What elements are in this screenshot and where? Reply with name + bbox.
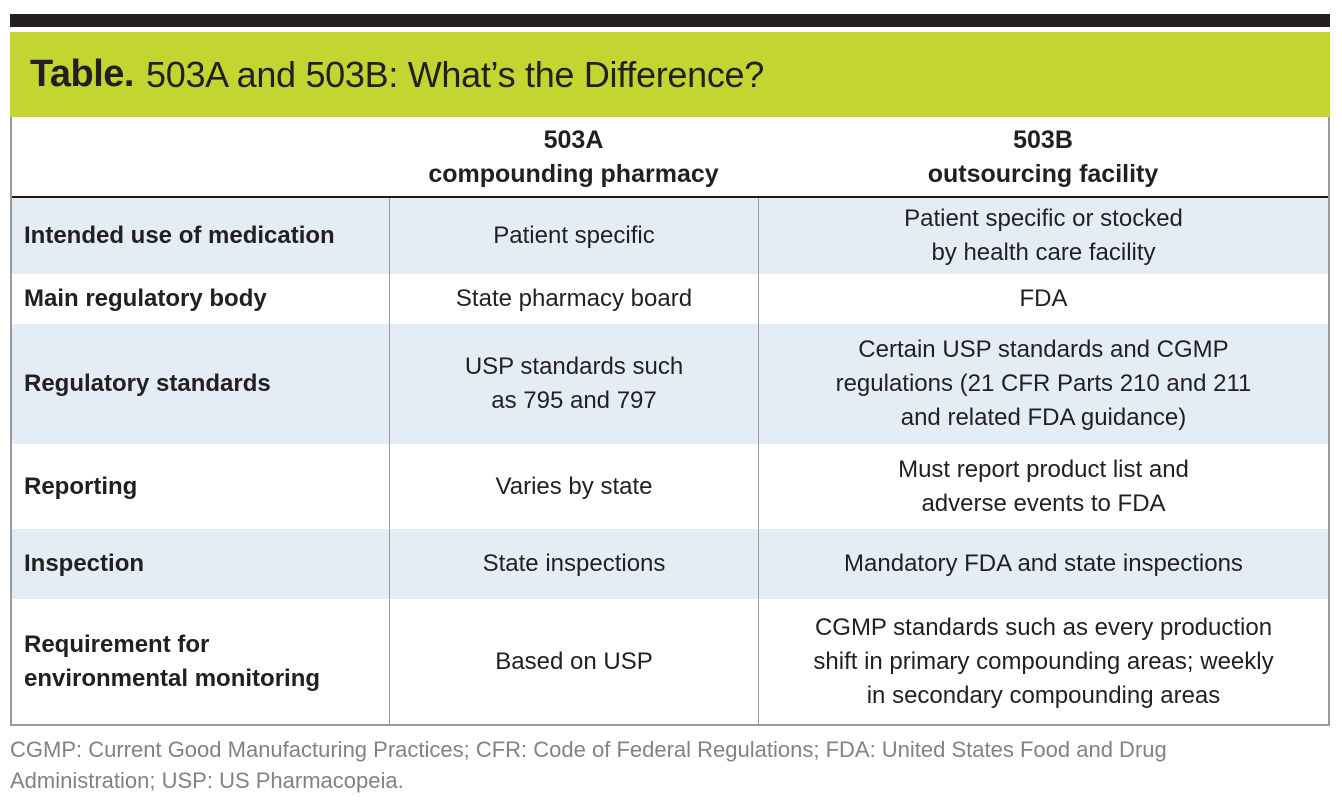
table-title-text: 503A and 503B: What’s the Difference?	[146, 53, 765, 95]
column-header-503a: 503A compounding pharmacy	[428, 125, 719, 188]
page: Table. 503A and 503B: What’s the Differe…	[10, 14, 1330, 796]
comparison-table: 503A compounding pharmacy 503B outsourci…	[10, 117, 1330, 726]
row-label: Requirement for environmental monitoring	[24, 630, 321, 692]
table-title-prefix: Table.	[30, 53, 135, 95]
table-row: Regulatory standards USP standards such …	[12, 324, 1328, 444]
cell-503a: Based on USP	[389, 599, 758, 724]
row-label: Regulatory standards	[24, 370, 271, 397]
row-label: Intended use of medication	[24, 222, 335, 249]
row-label: Reporting	[24, 472, 138, 500]
column-header-empty	[12, 117, 389, 196]
cell-503b: FDA	[758, 274, 1328, 324]
cell-503b: Patient specific or stocked by health ca…	[758, 198, 1328, 274]
cell-503a: Patient specific	[389, 198, 758, 274]
top-accent-bar	[10, 14, 1330, 27]
row-label: Inspection	[24, 550, 145, 577]
cell-503b: Must report product list and adverse eve…	[758, 444, 1328, 529]
table-row: Requirement for environmental monitoring…	[12, 599, 1328, 724]
table-row: Inspection State inspections Mandatory F…	[12, 529, 1328, 599]
cell-503a: State inspections	[389, 529, 758, 599]
table-row: Main regulatory body State pharmacy boar…	[12, 274, 1328, 324]
table-row: Intended use of medication Patient speci…	[12, 198, 1328, 274]
table-header-row: 503A compounding pharmacy 503B outsourci…	[12, 117, 1328, 198]
cell-503a: Varies by state	[389, 444, 758, 529]
cell-503a: USP standards such as 795 and 797	[389, 324, 758, 444]
cell-503b: CGMP standards such as every production …	[758, 599, 1328, 724]
table-row: Reporting Varies by state Must report pr…	[12, 444, 1328, 529]
column-header-503b: 503B outsourcing facility	[927, 125, 1159, 188]
cell-503b: Certain USP standards and CGMP regulatio…	[758, 324, 1328, 444]
row-label: Main regulatory body	[24, 285, 267, 312]
table-body: Intended use of medication Patient speci…	[12, 198, 1328, 724]
cell-503b: Mandatory FDA and state inspections	[758, 529, 1328, 599]
cell-503a: State pharmacy board	[389, 274, 758, 324]
table-title-bar: Table. 503A and 503B: What’s the Differe…	[10, 32, 1330, 117]
abbreviation-footnote: CGMP: Current Good Manufacturing Practic…	[10, 737, 1167, 793]
